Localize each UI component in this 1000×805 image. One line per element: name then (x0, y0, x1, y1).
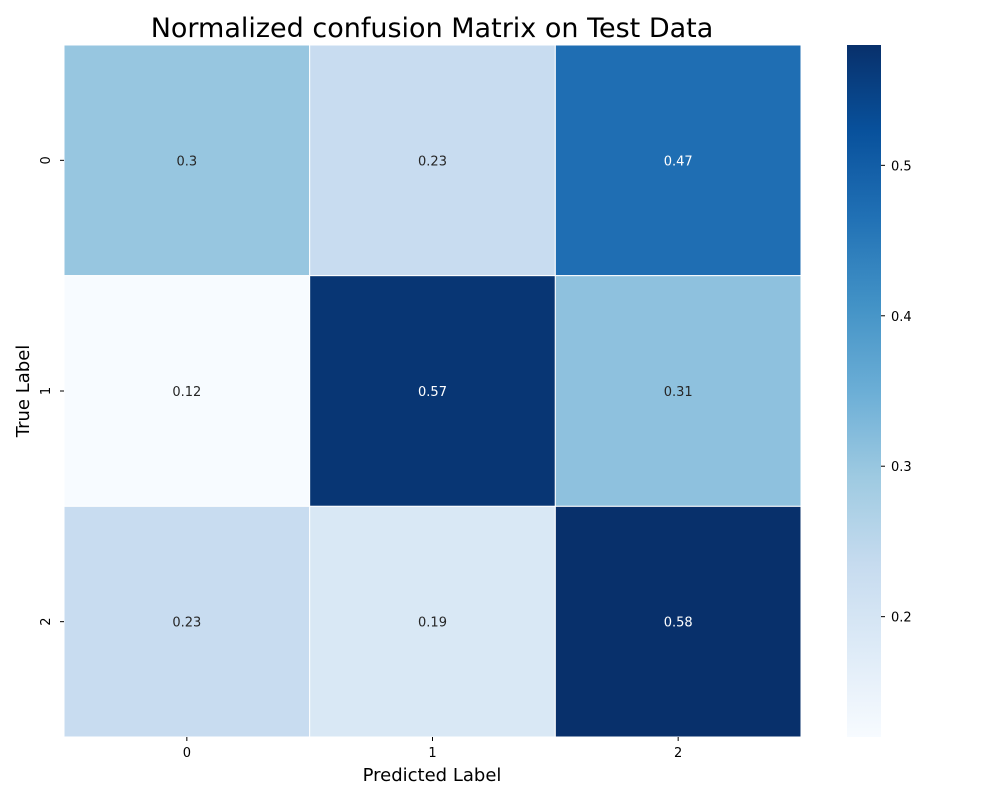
cell-value-label-r2-c2: 0.58 (664, 616, 693, 631)
y-axis-label: True Label (13, 345, 34, 439)
colorbar: 0.2 0.3 0.4 0.5 (847, 45, 912, 737)
heatmap-cell-r2-c1 (309, 505, 556, 738)
cell-value-label-r2-c0: 0.23 (172, 616, 201, 631)
heatmap-cell-r1-c2 (554, 275, 802, 507)
y-axis: 0 1 2 (39, 156, 64, 626)
heatmap-cell-r1-c1 (309, 275, 556, 507)
heatmap-cell-r0-c2 (554, 44, 802, 277)
y-tick-label-2: 2 (39, 618, 54, 626)
heatmap-cells: 0.3 0.23 0.47 0.12 0.57 0.31 0.23 0.19 0.58 (63, 44, 802, 738)
cell-value-label-r1-c2: 0.31 (664, 385, 693, 400)
x-axis: 0 1 2 (183, 737, 682, 761)
cell-value-label-r1-c0: 0.12 (172, 385, 201, 400)
x-tick-label-0: 0 (183, 746, 191, 761)
colorbar-tick-label-2: 0.4 (891, 310, 912, 325)
y-tick-label-0: 0 (39, 156, 54, 164)
heatmap-cell-r2-c0 (63, 505, 311, 738)
heatmap-cell-r0-c0 (63, 44, 311, 277)
colorbar-tick-label-0: 0.2 (891, 611, 912, 626)
cell-value-label-r1-c1: 0.57 (418, 385, 447, 400)
chart-title: Normalized confusion Matrix on Test Data (151, 13, 714, 44)
cell-value-label-r0-c2: 0.47 (664, 154, 693, 169)
colorbar-tick-label-1: 0.3 (891, 460, 912, 475)
heatmap-cell-r1-c0 (63, 275, 311, 507)
x-tick-label-2: 2 (674, 746, 682, 761)
cell-value-label-r0-c1: 0.23 (418, 154, 447, 169)
colorbar-tick-label-3: 0.5 (891, 159, 912, 174)
y-tick-label-1: 1 (39, 387, 54, 395)
colorbar-gradient (847, 45, 881, 737)
heatmap-cell-r0-c1 (309, 44, 556, 277)
x-axis-label: Predicted Label (363, 765, 502, 786)
x-tick-label-1: 1 (428, 746, 436, 761)
cell-value-label-r0-c0: 0.3 (176, 154, 197, 169)
cell-value-label-r2-c1: 0.19 (418, 616, 447, 631)
